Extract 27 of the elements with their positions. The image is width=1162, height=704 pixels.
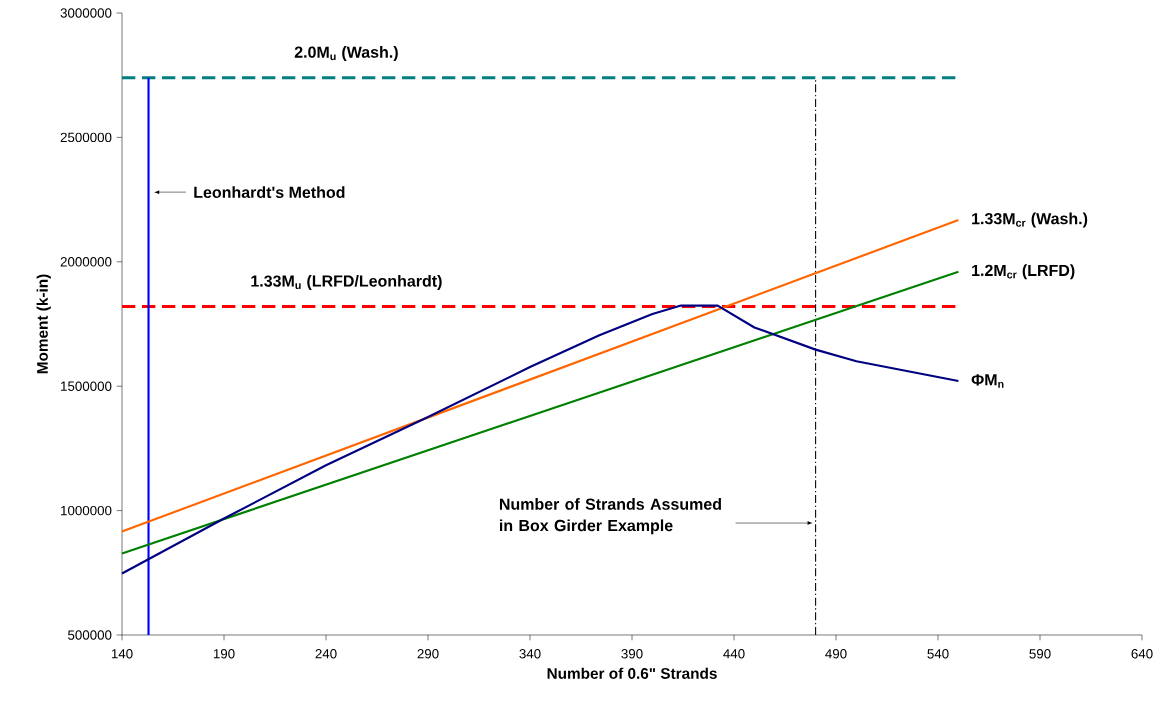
x-tick-label: 190 <box>213 649 235 659</box>
y-axis-title: Moment (k-in) <box>36 274 51 374</box>
x-tick-label: 640 <box>1131 649 1153 659</box>
y-tick-label: 3000000 <box>60 8 112 18</box>
series-label: 1.2M$_{cr}$ (LRFD) <box>972 264 1075 280</box>
y-tick-label: 500000 <box>68 630 112 640</box>
x-tick-label: 390 <box>621 649 643 659</box>
x-tick-label: 440 <box>723 649 745 659</box>
y-tick-label: 1500000 <box>61 381 112 391</box>
x-tick-label: 540 <box>927 649 949 659</box>
ref-line-label: 1.33M$_{u}$ (LRFD/Leonhardt) <box>251 274 442 290</box>
series-label: 1.33M$_{cr}$ (Wash.) <box>972 212 1088 228</box>
annotation: Leonhardt's Method <box>194 186 345 198</box>
ref-line-label: 2.0M$_{u}$ (Wash.) <box>294 46 398 61</box>
x-tick-label: 590 <box>1029 649 1051 659</box>
x-tick-label: 140 <box>111 649 133 659</box>
x-tick-label: 490 <box>825 649 847 659</box>
x-tick-label: 290 <box>417 649 439 659</box>
y-tick-label: 1000000 <box>61 505 112 516</box>
line-series <box>120 304 960 575</box>
y-tick-label: 2500000 <box>60 132 112 143</box>
x-axis-title: Number of 0.6" Strands <box>547 667 717 679</box>
x-tick-label: 240 <box>315 649 337 659</box>
annotation: Number of Strands Assumed in Box Girder Example <box>499 498 721 535</box>
x-tick-label: 340 <box>519 649 541 659</box>
y-tick-label: 2000000 <box>60 257 112 267</box>
series-label: ΦM$_{n}$ <box>971 374 1004 388</box>
